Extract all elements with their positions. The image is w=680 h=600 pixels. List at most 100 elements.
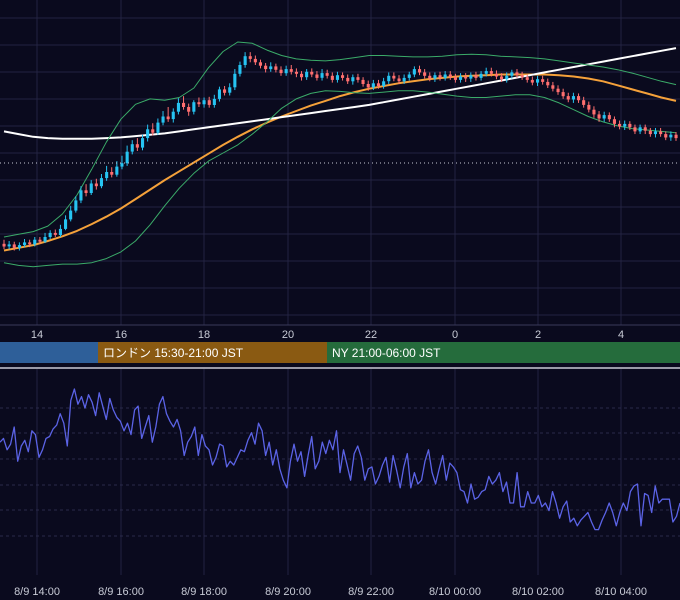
- candle-body: [602, 115, 606, 119]
- candle-body: [58, 228, 62, 235]
- candle-body: [412, 69, 416, 75]
- oscillator-line: [0, 388, 680, 531]
- candle-body: [587, 104, 591, 110]
- candle-body: [212, 98, 216, 105]
- candle-body: [371, 83, 375, 88]
- candle-body: [182, 102, 186, 107]
- candle-body: [161, 116, 165, 123]
- candle-body: [279, 69, 283, 74]
- candle-body: [171, 111, 175, 120]
- oscillator-panel[interactable]: [0, 388, 680, 531]
- candle-body: [392, 75, 396, 79]
- candle-body: [387, 75, 391, 82]
- candle-body: [674, 134, 678, 139]
- candle-body: [366, 84, 370, 88]
- candle-body: [433, 75, 437, 79]
- candle-body: [546, 81, 550, 86]
- candle-body: [115, 166, 119, 175]
- candle-body: [228, 87, 232, 93]
- candle-body: [105, 172, 109, 179]
- candle-body: [300, 73, 304, 78]
- candle-body: [33, 239, 37, 245]
- x-tick-label: 8/9 22:00: [348, 586, 394, 598]
- candle-body: [146, 129, 150, 139]
- session-label: ロンドン 15:30-21:00 JST: [103, 346, 244, 360]
- candle-body: [305, 71, 309, 78]
- candle-body: [397, 78, 401, 82]
- candle-body: [248, 56, 252, 59]
- candle-body: [325, 73, 329, 76]
- session-segment: [0, 342, 98, 363]
- candle-body: [638, 127, 642, 132]
- candle-body: [510, 72, 514, 76]
- candle-body: [151, 129, 155, 133]
- x-tick-label: 8/9 16:00: [98, 586, 144, 598]
- x-tick-label: 18: [198, 329, 210, 341]
- x-tick-label: 2: [535, 329, 541, 341]
- candle-body: [223, 89, 227, 93]
- candle-body: [89, 183, 93, 193]
- candle-body: [330, 75, 334, 80]
- candle-body: [335, 75, 339, 80]
- candle-body: [176, 102, 180, 112]
- x-tick-label: 8/10 00:00: [429, 586, 481, 598]
- candle-body: [448, 74, 452, 78]
- candle-body: [346, 77, 350, 82]
- candle-body: [402, 77, 406, 82]
- candle-body: [284, 69, 288, 74]
- candle-body: [648, 130, 652, 135]
- candle-body: [484, 71, 488, 74]
- candle-body: [566, 96, 570, 100]
- candle-body: [659, 131, 663, 135]
- candle-body: [12, 244, 16, 248]
- candle-body: [53, 232, 57, 235]
- candle-body: [612, 119, 616, 124]
- candle-body: [94, 183, 98, 187]
- candle-body: [2, 243, 6, 247]
- candle-body: [64, 219, 68, 229]
- candle-body: [505, 75, 509, 80]
- candle-body: [187, 107, 191, 112]
- candle-body: [382, 81, 386, 86]
- candle-body: [469, 75, 473, 79]
- candle-body: [192, 102, 196, 112]
- candle-body: [310, 71, 314, 75]
- candle-body: [38, 239, 42, 242]
- price-panel[interactable]: [2, 41, 678, 268]
- candle-body: [536, 79, 540, 83]
- candle-body: [233, 73, 237, 88]
- candle-body: [664, 134, 668, 138]
- candle-body: [69, 210, 73, 220]
- candle-body: [351, 77, 355, 82]
- session-segment: [327, 342, 680, 363]
- grid: [0, 0, 680, 575]
- candle-body: [643, 127, 647, 131]
- candle-body: [202, 100, 206, 105]
- candle-body: [320, 73, 324, 78]
- candle-body: [264, 65, 268, 70]
- candle-body: [474, 75, 478, 78]
- price-time-axis: 14 16 18 20 22 0 2 4: [31, 329, 624, 341]
- candle-body: [48, 232, 52, 237]
- session-segment: [98, 342, 327, 363]
- x-tick-label: 4: [618, 329, 624, 341]
- x-tick-label: 8/9 18:00: [181, 586, 227, 598]
- candle-body: [530, 79, 534, 83]
- candle-body: [423, 72, 427, 76]
- candle-body: [597, 114, 601, 119]
- candle-body: [269, 66, 273, 70]
- overlay-ema: [3, 73, 677, 252]
- candle-body: [669, 134, 673, 138]
- candle-body: [84, 190, 88, 193]
- candle-body: [376, 83, 380, 86]
- candle-body: [243, 56, 247, 65]
- x-tick-label: 8/10 02:00: [512, 586, 564, 598]
- candle-body: [238, 65, 242, 74]
- session-label: NY 21:00-06:00 JST: [332, 346, 441, 360]
- candle-body: [74, 200, 78, 211]
- candle-body: [253, 58, 257, 63]
- candle-body: [274, 66, 278, 70]
- candle-body: [582, 100, 586, 105]
